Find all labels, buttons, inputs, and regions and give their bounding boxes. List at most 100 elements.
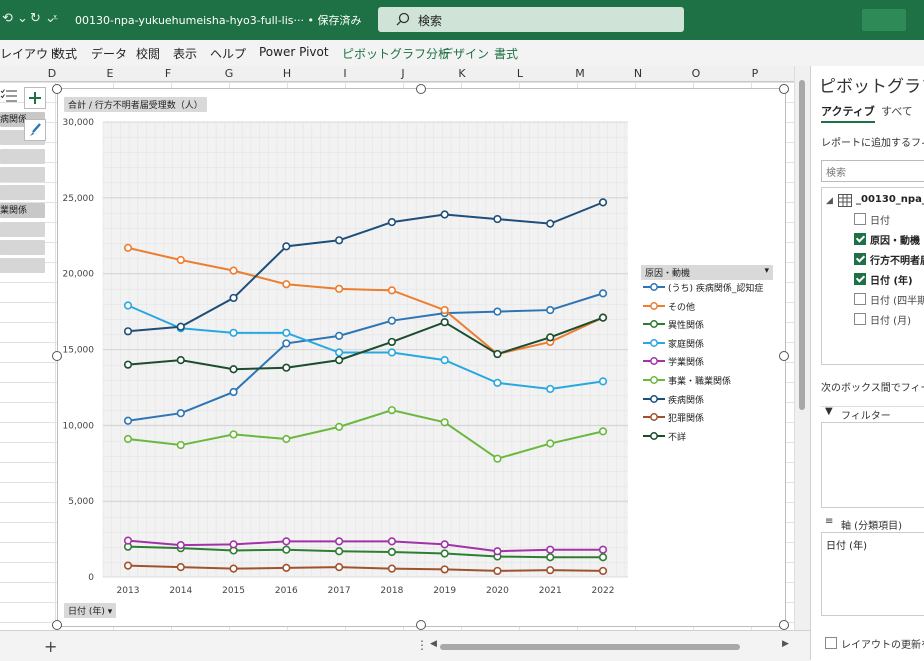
resize-handle[interactable] bbox=[52, 620, 62, 630]
tab-design[interactable]: デザイン bbox=[441, 47, 490, 61]
tab-review[interactable]: 校閲 bbox=[136, 47, 161, 61]
column-header[interactable]: H bbox=[282, 67, 292, 80]
legend-entry[interactable]: その他 bbox=[668, 302, 696, 313]
customize-qat-icon[interactable]: ⩡ bbox=[52, 11, 59, 24]
axis-field-button[interactable]: 日付 (年) ▾ bbox=[64, 603, 117, 618]
scroll-left-icon[interactable]: ◀ bbox=[430, 639, 437, 649]
chart-styles-button[interactable] bbox=[24, 119, 46, 141]
redo-icon[interactable]: ↻ ⌄ bbox=[30, 11, 56, 26]
more-icon[interactable]: ⋮ bbox=[416, 638, 428, 652]
title-bar: ⟲ ⌄ ↻ ⌄ ⩡ 00130-npa-yukuehumeisha-hyo3-f… bbox=[0, 0, 924, 40]
field-checkbox[interactable] bbox=[854, 293, 866, 305]
column-header[interactable]: N bbox=[633, 67, 643, 80]
legend-entry[interactable]: (うち) 疾病関係_認知症 bbox=[668, 284, 764, 294]
field-search-input[interactable]: 検索 bbox=[821, 160, 924, 182]
resize-handle[interactable] bbox=[52, 351, 62, 361]
field-label[interactable]: 原因・動機 bbox=[870, 236, 920, 247]
tab-help[interactable]: ヘルプ bbox=[210, 47, 247, 61]
column-header[interactable]: K bbox=[458, 67, 466, 80]
tab-power-pivot[interactable]: Power Pivot bbox=[259, 45, 329, 59]
resize-handle[interactable] bbox=[779, 84, 789, 94]
tab-formulas[interactable]: 数式 bbox=[53, 47, 78, 61]
slicer-item[interactable] bbox=[0, 258, 45, 273]
x-tick-label: 2021 bbox=[539, 586, 562, 596]
data-point bbox=[335, 348, 344, 357]
multi-select-icon[interactable] bbox=[0, 88, 20, 106]
data-point bbox=[335, 356, 344, 365]
tab-pivotchart-analyze[interactable]: ピボットグラフ分析 bbox=[342, 47, 451, 61]
field-checkbox[interactable] bbox=[854, 253, 866, 265]
legend-entry[interactable]: 疾病関係 bbox=[668, 395, 705, 406]
file-name[interactable]: 00130-npa-yukuehumeisha-hyo3-full-lis···… bbox=[75, 14, 362, 27]
search-box[interactable]: 検索 bbox=[378, 7, 684, 32]
slicer-item[interactable] bbox=[0, 167, 45, 182]
field-label[interactable]: 日付 (四半期 bbox=[870, 296, 924, 307]
column-header[interactable]: E bbox=[106, 67, 114, 80]
pivot-chart[interactable]: 0 5,000 10,000 15,000 20,000 25,000 30,000 2013… bbox=[57, 88, 786, 627]
slicer-item[interactable] bbox=[0, 149, 45, 164]
value-field-button[interactable]: 合計 / 行方不明者届受理数（人） bbox=[64, 97, 207, 112]
slicer-item[interactable]: 業関係 bbox=[0, 203, 45, 218]
column-header[interactable]: O bbox=[691, 67, 701, 80]
defer-update-checkbox[interactable] bbox=[825, 637, 837, 649]
horizontal-scroll-thumb[interactable] bbox=[440, 644, 740, 650]
scroll-thumb[interactable] bbox=[799, 80, 805, 410]
axis-field-chip[interactable]: 日付 (年) bbox=[826, 541, 867, 552]
field-checkbox[interactable] bbox=[854, 273, 866, 285]
field-label[interactable]: 日付 (月) bbox=[870, 316, 911, 327]
data-point bbox=[282, 242, 291, 251]
field-checkbox[interactable] bbox=[854, 313, 866, 325]
resize-handle[interactable] bbox=[779, 351, 789, 361]
column-header[interactable]: L bbox=[516, 67, 524, 80]
data-point bbox=[123, 327, 133, 336]
field-checkbox[interactable] bbox=[854, 213, 866, 225]
legend-entry[interactable]: 事業・職業関係 bbox=[668, 377, 732, 387]
tab-format[interactable]: 書式 bbox=[494, 47, 519, 61]
slicer-item[interactable] bbox=[0, 240, 45, 255]
slicer-item[interactable] bbox=[0, 222, 45, 237]
legend-entry[interactable]: 学業関係 bbox=[668, 358, 705, 369]
add-sheet-icon[interactable]: + bbox=[44, 637, 58, 656]
legend-entry[interactable]: 家庭関係 bbox=[668, 339, 705, 350]
axis-drop-zone[interactable]: 日付 (年) bbox=[821, 532, 924, 616]
column-header[interactable]: G bbox=[224, 67, 234, 80]
search-icon bbox=[396, 12, 410, 26]
tab-layout[interactable]: レイアウト bbox=[0, 47, 61, 61]
column-header[interactable]: M bbox=[575, 67, 585, 80]
resize-handle[interactable] bbox=[779, 620, 789, 630]
legend-entry[interactable]: 犯罪関係 bbox=[668, 414, 705, 425]
account-avatar[interactable] bbox=[862, 9, 906, 31]
vertical-scrollbar[interactable] bbox=[794, 66, 810, 630]
legend-entry[interactable]: 不詳 bbox=[668, 432, 687, 443]
resize-handle[interactable] bbox=[52, 84, 62, 94]
series-line bbox=[127, 409, 604, 460]
defer-update-label: レイアウトの更新を保 bbox=[841, 640, 924, 651]
column-header[interactable]: I bbox=[343, 67, 347, 80]
resize-handle[interactable] bbox=[416, 620, 426, 630]
data-point bbox=[229, 266, 238, 275]
legend-entry[interactable]: 異性関係 bbox=[668, 321, 705, 332]
x-tick-label: 2017 bbox=[328, 586, 351, 596]
tab-data[interactable]: データ bbox=[91, 47, 128, 61]
tab-view[interactable]: 表示 bbox=[173, 47, 198, 61]
field-label[interactable]: 日付 (年) bbox=[870, 276, 913, 287]
column-header[interactable]: P bbox=[751, 67, 759, 80]
chart-elements-button[interactable] bbox=[24, 87, 46, 109]
slicer-item[interactable] bbox=[0, 185, 45, 200]
field-label[interactable]: 行方不明者届 bbox=[870, 256, 924, 267]
legend-field-button[interactable]: 原因・動機 ▾ bbox=[641, 265, 773, 280]
column-header[interactable]: F bbox=[164, 67, 172, 80]
collapse-icon[interactable]: ◢ bbox=[826, 196, 833, 206]
tab-all[interactable]: すべて bbox=[881, 105, 913, 118]
tab-active[interactable]: アクティブ bbox=[821, 103, 875, 123]
scroll-right-icon[interactable]: ▶ bbox=[782, 639, 789, 649]
autosave-icon[interactable]: ⟲ ⌄ bbox=[2, 11, 28, 26]
filter-drop-zone[interactable] bbox=[821, 422, 924, 508]
resize-handle[interactable] bbox=[416, 84, 426, 94]
field-checkbox[interactable] bbox=[854, 233, 866, 245]
column-header[interactable]: D bbox=[47, 67, 57, 80]
data-point bbox=[229, 387, 238, 397]
column-header[interactable]: J bbox=[401, 67, 405, 80]
field-label[interactable]: 日付 bbox=[870, 216, 890, 227]
table-name[interactable]: _00130_npa_ bbox=[856, 194, 924, 205]
